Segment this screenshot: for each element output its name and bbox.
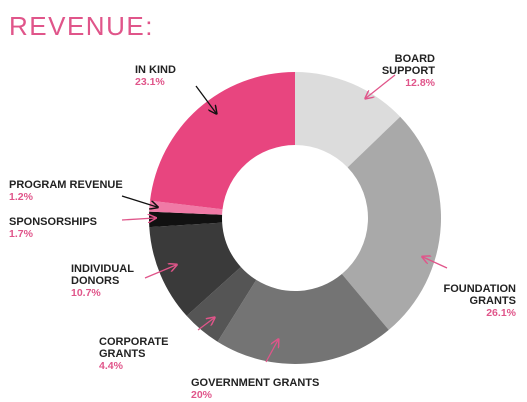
value-label-corporate-grants: 4.4% bbox=[99, 360, 124, 372]
label-sponsorships: SPONSORSHIPS bbox=[9, 216, 97, 228]
slice-sponsorships bbox=[149, 211, 223, 228]
label-corporate-grants: GRANTS bbox=[99, 348, 145, 360]
arrow-sponsorships bbox=[121, 218, 155, 220]
arrow-individual-donors bbox=[144, 265, 176, 279]
value-label-foundation-grants: 26.1% bbox=[486, 307, 516, 319]
label-program-revenue: PROGRAM REVENUE bbox=[9, 179, 123, 191]
value-label-board-support: 12.8% bbox=[405, 77, 435, 89]
label-government-grants: GOVERNMENT GRANTS bbox=[191, 377, 319, 389]
arrow-in-kind bbox=[195, 85, 216, 113]
value-label-government-grants: 20% bbox=[191, 389, 213, 401]
label-individual-donors: DONORS bbox=[71, 275, 119, 287]
arrow-foundation-grants bbox=[423, 257, 448, 269]
slice-program-revenue bbox=[149, 200, 223, 215]
label-in-kind: IN KIND bbox=[135, 64, 176, 76]
value-label-in-kind: 23.1% bbox=[135, 76, 165, 88]
slice-government-grants bbox=[217, 273, 389, 364]
arrow-board-support bbox=[366, 74, 396, 98]
arrow-government-grants bbox=[265, 340, 278, 363]
slice-individual-donors bbox=[149, 222, 241, 316]
label-corporate-grants: CORPORATE bbox=[99, 336, 168, 348]
chart-title: REVENUE: bbox=[9, 11, 154, 41]
value-label-program-revenue: 1.2% bbox=[9, 191, 34, 203]
arrow-program-revenue bbox=[121, 195, 157, 207]
arrow-corporate-grants bbox=[197, 318, 214, 331]
label-foundation-grants: FOUNDATION bbox=[443, 283, 516, 295]
label-board-support: SUPPORT bbox=[382, 65, 435, 77]
label-foundation-grants: GRANTS bbox=[470, 295, 516, 307]
label-board-support: BOARD bbox=[395, 53, 435, 65]
slice-foundation-grants bbox=[341, 116, 442, 330]
slice-corporate-grants bbox=[186, 266, 257, 342]
value-label-sponsorships: 1.7% bbox=[9, 228, 34, 240]
label-individual-donors: INDIVIDUAL bbox=[71, 263, 134, 275]
slice-in-kind bbox=[150, 72, 295, 210]
value-label-individual-donors: 10.7% bbox=[71, 287, 101, 299]
